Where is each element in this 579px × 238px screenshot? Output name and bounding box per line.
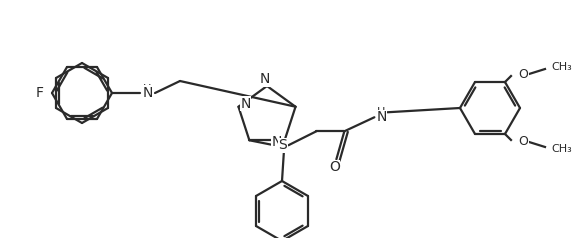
- Text: O: O: [518, 68, 528, 80]
- Text: S: S: [278, 138, 287, 152]
- Text: CH₃: CH₃: [551, 62, 571, 72]
- Text: N: N: [260, 72, 270, 86]
- Text: H: H: [377, 107, 386, 117]
- Text: O: O: [518, 135, 528, 149]
- Text: H: H: [143, 84, 151, 94]
- Text: CH₃: CH₃: [551, 144, 571, 154]
- Text: N: N: [143, 86, 153, 100]
- Text: O: O: [329, 160, 340, 174]
- Text: F: F: [36, 86, 44, 100]
- Text: N: N: [240, 97, 251, 111]
- Text: N: N: [376, 110, 387, 124]
- Text: N: N: [272, 135, 282, 149]
